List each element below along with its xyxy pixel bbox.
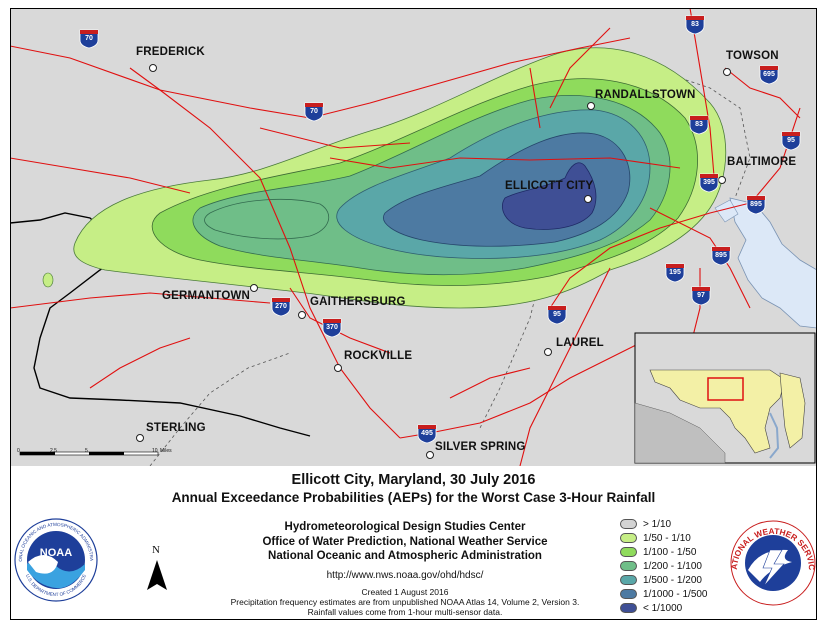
shield-i895: 895 xyxy=(715,252,727,259)
shield-i83: 83 xyxy=(691,21,699,28)
legend-swatch xyxy=(620,561,637,571)
north-label: N xyxy=(152,544,160,556)
org-line-1: Hydrometeorological Design Studies Cente… xyxy=(284,521,526,533)
city-label-laurel: LAUREL xyxy=(556,337,604,349)
shield-i70: 70 xyxy=(85,35,93,42)
legend-item: < 1/1000 xyxy=(620,601,682,615)
source-note: Precipitation frequency estimates are fr… xyxy=(230,597,580,607)
title-line1: Ellicott City, Maryland, 30 July 2016 xyxy=(291,472,536,488)
shield-i95: 95 xyxy=(787,137,795,144)
chesapeake-bay xyxy=(729,197,817,329)
legend-swatch xyxy=(620,533,637,543)
shield-i270: 270 xyxy=(275,303,287,310)
legend-item: 1/200 - 1/100 xyxy=(620,559,702,573)
city-label-rockville: ROCKVILLE xyxy=(344,350,413,362)
scale-tick: 10 xyxy=(152,448,158,454)
city-label-sterling: STERLING xyxy=(146,422,206,434)
shield-i695: 695 xyxy=(763,71,775,78)
city-label-gaithersburg: GAITHERSBURG xyxy=(310,296,406,308)
legend-swatch xyxy=(620,603,637,613)
title-line2: Annual Exceedance Probabilities (AEPs) f… xyxy=(171,490,656,505)
city-label-silver-spring: SILVER SPRING xyxy=(435,441,526,453)
shield-i495: 495 xyxy=(421,430,433,437)
legend-label: 1/100 - 1/50 xyxy=(643,546,697,558)
legend-label: > 1/10 xyxy=(643,518,672,530)
legend-swatch xyxy=(620,589,637,599)
contour-lt-1000 xyxy=(501,162,597,230)
org-line-2: Office of Water Prediction, National Wea… xyxy=(262,536,548,548)
aep-contours xyxy=(42,47,727,309)
scale-tick: 5 xyxy=(85,448,88,454)
shield-i70: 70 xyxy=(310,108,318,115)
city-label-germantown: GERMANTOWN xyxy=(162,290,251,302)
shield-i395: 395 xyxy=(703,179,715,186)
rainfall-map xyxy=(10,8,817,466)
legend-item: 1/100 - 1/50 xyxy=(620,545,696,559)
legend-item: > 1/10 xyxy=(620,517,671,531)
map-frame xyxy=(10,8,817,620)
inset-map xyxy=(634,332,816,464)
noaa-logo-text: NOAA xyxy=(40,547,72,559)
shield-i83: 83 xyxy=(695,121,703,128)
scale-bar-labels: 0 2.5 5 10 Miles xyxy=(17,448,177,456)
nws-logo-icon: NATIONAL WEATHER SERVICE xyxy=(730,520,816,606)
url-text[interactable]: http://www.nws.noaa.gov/ohd/hdsc/ xyxy=(326,570,484,581)
shield-i97: 97 xyxy=(697,292,705,299)
created-note: Created 1 August 2016 xyxy=(361,587,449,597)
scale-tick: 2.5 xyxy=(50,448,57,454)
legend-label: 1/50 - 1/10 xyxy=(643,532,691,544)
shield-i370: 370 xyxy=(326,324,338,331)
city-label-baltimore: BALTIMORE xyxy=(727,156,797,168)
legend-swatch xyxy=(620,547,637,557)
shield-i895: 895 xyxy=(750,201,762,208)
legend-swatch xyxy=(620,575,637,585)
scale-bar xyxy=(19,451,159,456)
legend-label: < 1/1000 xyxy=(643,602,683,614)
city-label-frederick: FREDERICK xyxy=(136,46,205,58)
shield-i95: 95 xyxy=(553,311,561,318)
shield-i195: 195 xyxy=(669,269,681,276)
legend-label: 1/200 - 1/100 xyxy=(643,560,702,572)
org-line-3: National Oceanic and Atmospheric Adminis… xyxy=(268,550,542,562)
city-label-randallstown: RANDALLSTOWN xyxy=(595,89,696,101)
legend-item: 1/1000 - 1/500 xyxy=(620,587,708,601)
scale-tick: 0 xyxy=(17,448,20,454)
legend-item: 1/500 - 1/200 xyxy=(620,573,702,587)
noaa-logo-icon: NOAA NATIONAL OCEANIC AND ATMOSPHERIC AD… xyxy=(14,518,98,602)
inset-highlight-box xyxy=(707,377,744,401)
legend-swatch xyxy=(620,519,637,529)
legend-label: 1/1000 - 1/500 xyxy=(643,588,708,600)
legend-item: 1/50 - 1/10 xyxy=(620,531,691,545)
scale-unit: Miles xyxy=(160,448,172,454)
rainfall-note: Rainfall values come from 1-hour multi-s… xyxy=(307,607,503,617)
city-label-ellicott-city: ELLICOTT CITY xyxy=(505,180,594,192)
legend-label: 1/500 - 1/200 xyxy=(643,574,702,586)
north-arrow-icon xyxy=(147,560,167,590)
potomac-border xyxy=(10,212,311,437)
city-label-towson: TOWSON xyxy=(726,50,779,62)
